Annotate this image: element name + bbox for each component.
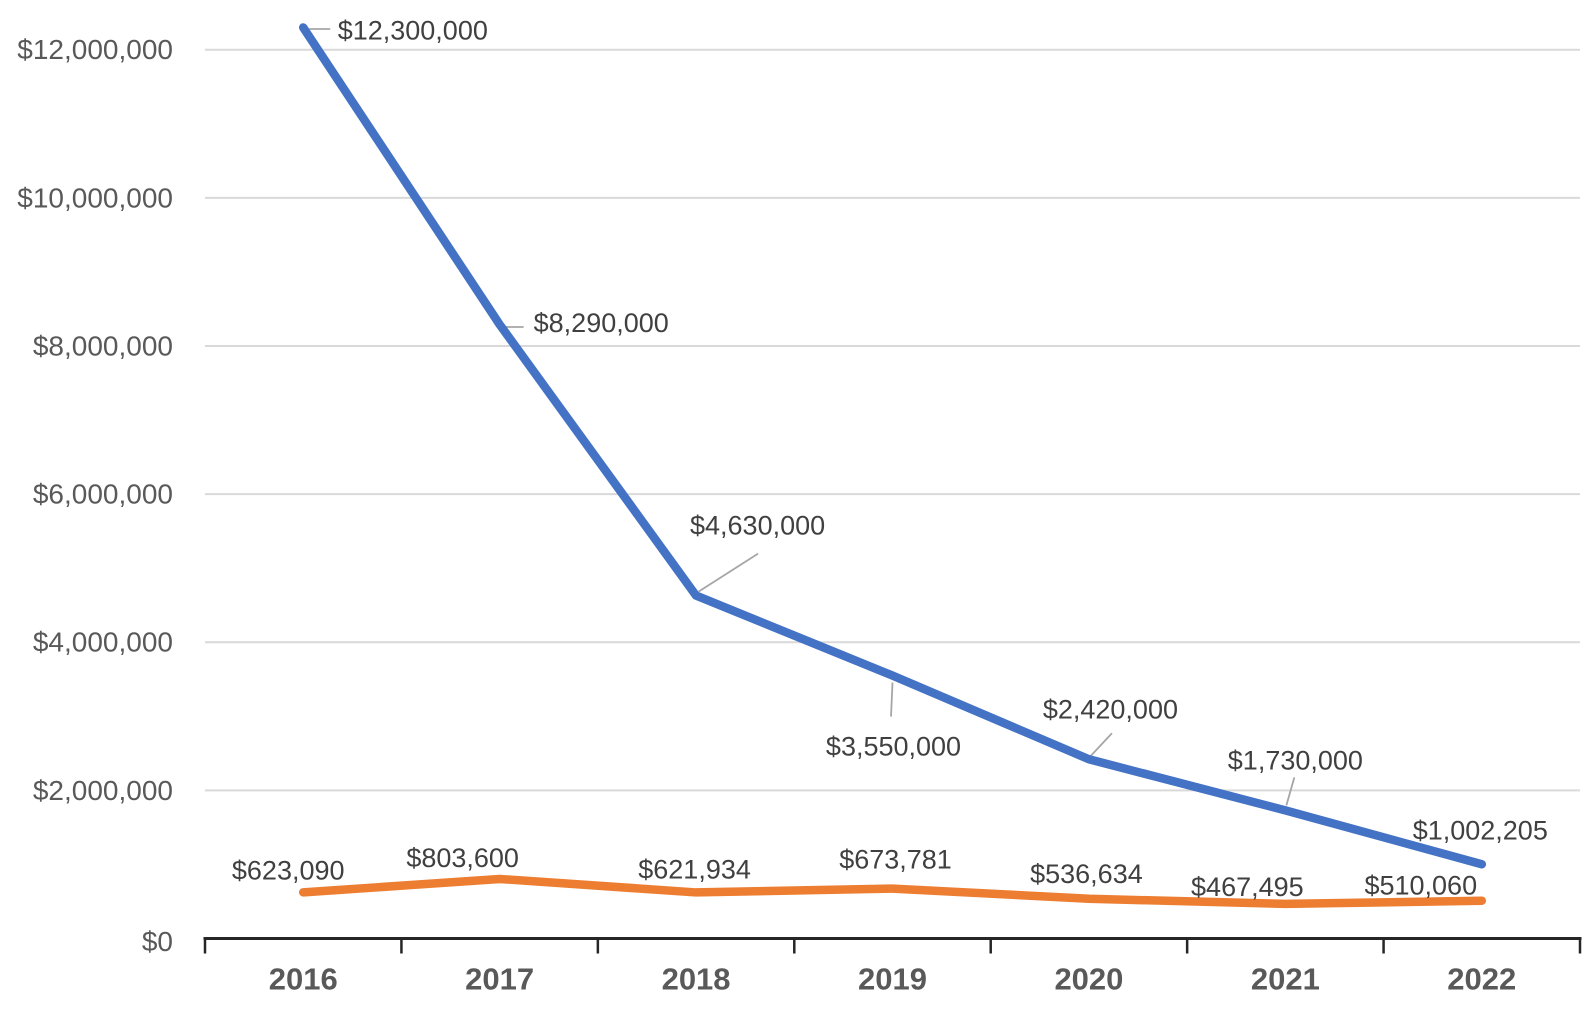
data-label: $621,934 xyxy=(638,854,751,884)
data-label-leader-line xyxy=(1089,732,1113,757)
data-label: $623,090 xyxy=(232,855,345,885)
series-orange-line xyxy=(298,874,1487,909)
data-label: $12,300,000 xyxy=(338,15,488,45)
x-axis-label: 2016 xyxy=(269,962,338,997)
data-label: $8,290,000 xyxy=(534,308,669,338)
y-axis-label: $4,000,000 xyxy=(33,627,173,658)
x-axis-label: 2021 xyxy=(1251,962,1320,997)
x-axis-label: 2022 xyxy=(1447,962,1516,997)
data-label: $1,002,205 xyxy=(1413,815,1548,845)
data-label: $673,781 xyxy=(839,845,952,875)
x-axis-label: 2020 xyxy=(1054,962,1123,997)
data-label: $467,495 xyxy=(1191,872,1304,902)
y-axis-label: $8,000,000 xyxy=(33,330,173,361)
y-axis-label: $2,000,000 xyxy=(33,775,173,806)
data-label: $1,730,000 xyxy=(1228,745,1363,775)
data-label-leader-line xyxy=(890,682,894,717)
data-label: $4,630,000 xyxy=(690,511,825,541)
y-axis-label: $10,000,000 xyxy=(17,182,173,213)
data-label: $2,420,000 xyxy=(1043,694,1178,724)
x-axis-label: 2017 xyxy=(465,962,534,997)
data-label-leader-line xyxy=(1285,777,1296,806)
y-axis-label: $12,000,000 xyxy=(17,34,173,65)
x-axis-label: 2018 xyxy=(662,962,731,997)
x-axis-label: 2019 xyxy=(858,962,927,997)
y-axis-label: $0 xyxy=(142,926,173,957)
series-blue-line xyxy=(298,23,1487,869)
data-label: $803,600 xyxy=(406,843,519,873)
data-label: $3,550,000 xyxy=(826,732,961,762)
data-label: $536,634 xyxy=(1030,859,1143,889)
y-axis-label: $6,000,000 xyxy=(33,479,173,510)
data-label: $510,060 xyxy=(1364,871,1477,901)
data-label-leader-line xyxy=(698,552,759,593)
